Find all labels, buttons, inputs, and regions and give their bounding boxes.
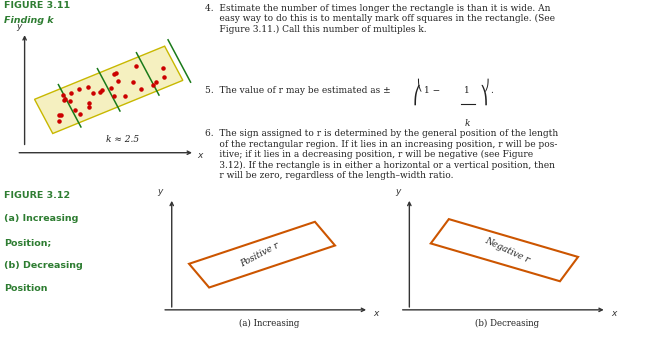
Polygon shape: [189, 222, 335, 287]
Point: [70, 108, 81, 113]
Point: [113, 78, 123, 83]
Point: [109, 94, 119, 99]
Point: [83, 104, 94, 110]
Point: [110, 71, 120, 76]
Text: ⎞: ⎞: [479, 84, 488, 105]
Text: 6.  The sign assigned to r is determined by the general position of the length
 : 6. The sign assigned to r is determined …: [205, 129, 559, 180]
Point: [55, 113, 66, 118]
Point: [53, 119, 64, 124]
Polygon shape: [431, 219, 578, 281]
Point: [106, 85, 117, 91]
Text: ⎠: ⎠: [483, 79, 488, 92]
Text: x: x: [374, 309, 379, 318]
Point: [65, 91, 76, 96]
Point: [59, 97, 69, 103]
Point: [128, 79, 139, 84]
Point: [83, 101, 94, 106]
Text: Positive r: Positive r: [239, 241, 281, 268]
Text: x: x: [611, 309, 616, 318]
Text: 4.  Estimate the number of times longer the rectangle is than it is wide. An
   : 4. Estimate the number of times longer t…: [205, 4, 555, 34]
Text: 1 −: 1 −: [424, 86, 439, 95]
Text: y: y: [16, 22, 21, 31]
Point: [131, 64, 141, 69]
Point: [65, 98, 76, 103]
Point: [120, 94, 130, 99]
Text: 1: 1: [464, 86, 469, 95]
Point: [74, 111, 85, 116]
Text: Position: Position: [5, 284, 48, 294]
Text: (b) Decreasing: (b) Decreasing: [475, 319, 539, 328]
Point: [60, 96, 70, 101]
Text: Position;: Position;: [5, 238, 51, 247]
Point: [88, 91, 98, 96]
Text: FIGURE 3.12: FIGURE 3.12: [5, 191, 70, 200]
Text: Negative r: Negative r: [483, 236, 531, 264]
Point: [158, 65, 168, 71]
Point: [135, 87, 146, 92]
Polygon shape: [35, 46, 183, 134]
Text: k: k: [465, 119, 471, 127]
Text: FIGURE 3.11: FIGURE 3.11: [4, 1, 70, 10]
Point: [97, 87, 107, 92]
Text: (b) Decreasing: (b) Decreasing: [5, 261, 83, 270]
Point: [148, 83, 158, 88]
Point: [58, 92, 68, 98]
Point: [54, 113, 64, 118]
Point: [74, 86, 85, 92]
Text: ⎛: ⎛: [413, 84, 421, 105]
Text: (a) Increasing: (a) Increasing: [5, 214, 79, 223]
Point: [159, 74, 170, 79]
Text: Finding k: Finding k: [4, 16, 54, 25]
Text: (a) Increasing: (a) Increasing: [239, 319, 299, 328]
Point: [150, 80, 161, 85]
Point: [95, 89, 105, 95]
Text: .: .: [490, 86, 493, 95]
Point: [109, 72, 120, 77]
Text: y: y: [158, 186, 163, 196]
Text: x: x: [197, 151, 202, 160]
Point: [83, 84, 94, 89]
Text: k ≈ 2.5: k ≈ 2.5: [107, 135, 139, 144]
Text: y: y: [395, 186, 400, 196]
Text: ⎝: ⎝: [416, 79, 422, 92]
Text: 5.  The value of r may be estimated as ±: 5. The value of r may be estimated as ±: [205, 86, 391, 95]
